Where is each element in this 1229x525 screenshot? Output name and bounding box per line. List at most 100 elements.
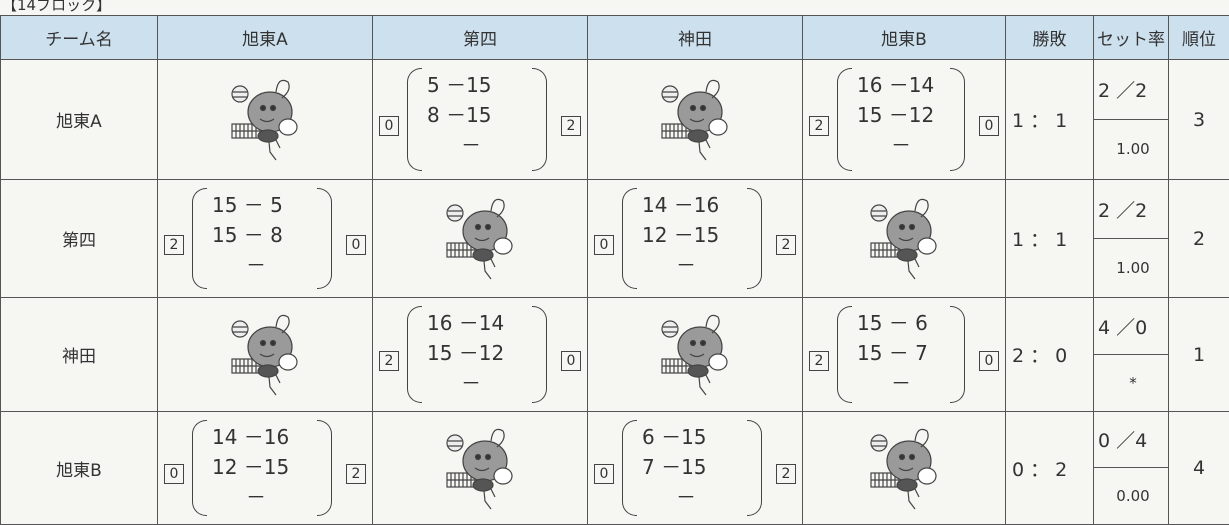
set-ratio: 2 ／2 1.00 bbox=[1094, 61, 1168, 179]
right-sets-won: 0 bbox=[979, 350, 999, 371]
header-cell: セット率 bbox=[1093, 15, 1169, 60]
bracket-left bbox=[407, 306, 422, 403]
set-score: 5 －15 bbox=[427, 73, 492, 97]
mascot-art bbox=[870, 428, 937, 509]
set-score: 7 －15 bbox=[642, 455, 707, 479]
right-sets-won: 0 bbox=[346, 234, 366, 255]
mascot bbox=[158, 307, 372, 402]
left-sets-won: 0 bbox=[379, 115, 399, 136]
mascot-art bbox=[661, 314, 728, 396]
set-score: 15 － 5 bbox=[212, 193, 283, 217]
left-sets-won: 0 bbox=[594, 464, 614, 484]
set-score: － bbox=[891, 133, 911, 157]
rank: 2 bbox=[1168, 179, 1229, 298]
set-score: 8 －15 bbox=[427, 103, 492, 127]
set-ratio-sets: 2 ／2 bbox=[1094, 181, 1168, 239]
header-row: チーム名 旭東A 第四 神田 旭東B 勝敗 セット率 順位 bbox=[0, 15, 1229, 60]
match: 2 16 －14 15 －12 － 0 bbox=[803, 61, 1005, 179]
set-score: － bbox=[461, 133, 481, 157]
set-scores: 14 －16 12 －15 － bbox=[212, 422, 289, 512]
left-sets-won: 2 bbox=[379, 350, 399, 371]
right-sets-won: 2 bbox=[561, 115, 581, 136]
set-ratio: 2 ／2 1.00 bbox=[1094, 181, 1168, 297]
result-cell bbox=[157, 297, 373, 412]
set-scores: 14 －16 12 －15 － bbox=[642, 190, 719, 280]
win-loss: 0 ： 2 bbox=[1005, 411, 1094, 525]
win-loss: 1 ： 1 bbox=[1005, 179, 1094, 298]
set-score: － bbox=[676, 253, 696, 277]
bracket-right bbox=[747, 420, 762, 516]
match: 0 14 －16 12 －15 － 2 bbox=[588, 181, 802, 297]
set-ratio-cell: 2 ／2 1.00 bbox=[1093, 179, 1169, 298]
right-sets-won: 2 bbox=[776, 234, 796, 255]
header-cell: 旭東A bbox=[157, 15, 373, 60]
set-scores: 6 －15 7 －15 － bbox=[642, 422, 707, 512]
bracket-left bbox=[622, 188, 637, 289]
set-score: － bbox=[246, 485, 266, 509]
result-cell: 2 15 － 6 15 － 7 － 0 bbox=[802, 297, 1006, 412]
block-title: 【14ブロック】 bbox=[2, 0, 112, 14]
match: 2 16 －14 15 －12 － 0 bbox=[373, 299, 587, 411]
bracket-left bbox=[192, 188, 207, 289]
set-score: 15 －12 bbox=[857, 103, 935, 127]
result-cell bbox=[587, 297, 803, 412]
set-ratio-cell: 2 ／2 1.00 bbox=[1093, 59, 1169, 180]
mascot-art bbox=[870, 198, 937, 280]
set-score: 15 － 8 bbox=[212, 223, 283, 247]
mascot-art bbox=[661, 79, 728, 161]
match: 0 5 －15 8 －15 － 2 bbox=[373, 61, 587, 179]
set-score: 12 －15 bbox=[212, 455, 290, 479]
bracket-right bbox=[950, 306, 965, 403]
result-cell: 0 6 －15 7 －15 － 2 bbox=[587, 411, 803, 525]
set-ratio-rate: 1.00 bbox=[1116, 258, 1150, 277]
match: 0 6 －15 7 －15 － 2 bbox=[588, 413, 802, 524]
right-sets-won: 0 bbox=[561, 350, 581, 371]
mascot-art bbox=[446, 198, 513, 280]
bracket-right bbox=[747, 188, 762, 289]
left-sets-won: 2 bbox=[809, 115, 829, 136]
set-score: 15 －12 bbox=[427, 341, 505, 365]
mascot bbox=[588, 307, 802, 402]
result-cell: 0 5 －15 8 －15 － 2 bbox=[372, 59, 588, 180]
league-table: チーム名 旭東A 第四 神田 旭東B 勝敗 セット率 順位 旭東A 0 5 －15 8 －15 － 2 2… bbox=[0, 15, 1229, 525]
mascot bbox=[588, 72, 802, 167]
mascot bbox=[803, 421, 1005, 516]
bracket-left bbox=[192, 420, 207, 516]
set-ratio-rate: 1.00 bbox=[1116, 140, 1150, 158]
set-score: 6 －15 bbox=[642, 425, 707, 449]
left-sets-won: 2 bbox=[809, 350, 829, 371]
set-scores: 15 － 6 15 － 7 － bbox=[857, 308, 928, 398]
match: 2 15 － 5 15 － 8 － 0 bbox=[158, 181, 372, 297]
left-sets-won: 0 bbox=[164, 464, 184, 484]
team-name: 旭東A bbox=[0, 59, 158, 180]
win-loss: 2 ： 0 bbox=[1005, 297, 1094, 412]
set-scores: 16 －14 15 －12 － bbox=[427, 308, 504, 398]
set-score: － bbox=[246, 253, 266, 277]
set-scores: 16 －14 15 －12 － bbox=[857, 70, 934, 160]
bracket-right bbox=[317, 188, 332, 289]
set-scores: 15 － 5 15 － 8 － bbox=[212, 190, 283, 280]
result-cell: 2 16 －14 15 －12 － 0 bbox=[802, 59, 1006, 180]
set-ratio-cell: 0 ／4 0.00 bbox=[1093, 411, 1169, 525]
set-score: 16 －14 bbox=[857, 73, 935, 97]
match: 2 15 － 6 15 － 7 － 0 bbox=[803, 299, 1005, 411]
bracket-left bbox=[837, 68, 852, 171]
set-ratio-sets: 2 ／2 bbox=[1094, 61, 1168, 120]
bracket-right bbox=[317, 420, 332, 516]
result-cell bbox=[802, 411, 1006, 525]
result-cell: 0 14 －16 12 －15 － 2 bbox=[157, 411, 373, 525]
bracket-right bbox=[532, 306, 547, 403]
result-cell bbox=[802, 179, 1006, 298]
rank: 3 bbox=[1168, 59, 1229, 180]
team-name: 神田 bbox=[0, 297, 158, 412]
result-cell: 0 14 －16 12 －15 － 2 bbox=[587, 179, 803, 298]
right-sets-won: 0 bbox=[979, 115, 999, 136]
mascot-art bbox=[231, 79, 298, 161]
result-cell bbox=[157, 59, 373, 180]
set-score: 14 －16 bbox=[642, 193, 720, 217]
bracket-left bbox=[622, 420, 637, 516]
bracket-right bbox=[950, 68, 965, 171]
